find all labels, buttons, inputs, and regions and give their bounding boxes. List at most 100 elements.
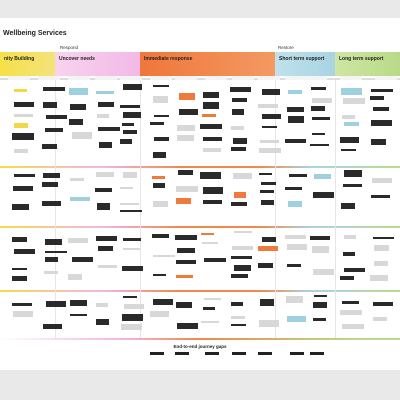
note-card (340, 275, 354, 281)
note-card (45, 250, 68, 254)
note-card (341, 149, 357, 152)
note-card (342, 114, 355, 119)
note-card (288, 89, 302, 94)
note-card (153, 115, 170, 118)
note-card (286, 106, 304, 112)
note-card (200, 232, 215, 235)
note-card (98, 126, 121, 132)
note-card (230, 202, 247, 207)
note-card (370, 275, 388, 282)
note-card (312, 97, 333, 103)
note-card (258, 103, 279, 108)
note-card (230, 316, 246, 319)
note-card (175, 185, 198, 193)
phase-header: Long term support (335, 52, 400, 76)
note-card (258, 172, 273, 176)
note-card (13, 88, 27, 93)
swimlane (0, 166, 400, 168)
note-card (123, 247, 141, 251)
note-card (313, 173, 332, 180)
note-card (96, 171, 115, 177)
note-card (13, 102, 35, 108)
stage-label: Restore (278, 45, 294, 50)
note-card (231, 109, 245, 115)
note-card (178, 170, 194, 175)
note-card (12, 204, 29, 211)
column-pill (375, 76, 397, 80)
note-card (311, 87, 326, 90)
swimlane (0, 226, 400, 228)
note-card (231, 255, 253, 259)
note-card (260, 190, 274, 193)
note-card (201, 320, 219, 324)
note-card (14, 249, 36, 254)
note-card (232, 172, 253, 180)
note-card (123, 304, 144, 310)
column-pill (258, 76, 280, 80)
note-card (200, 172, 222, 180)
note-card (178, 108, 198, 115)
note-card (203, 306, 216, 310)
footer-title: End-to-end journey gaps (173, 344, 227, 349)
note-card (95, 188, 112, 193)
column-pill (285, 76, 307, 80)
note-card (13, 174, 35, 177)
note-card (120, 186, 133, 190)
note-card (152, 200, 168, 208)
divider (140, 80, 141, 338)
phase-header: Uncover needs (55, 52, 140, 76)
column-pill (120, 76, 142, 80)
note-card (42, 144, 57, 149)
note-card (71, 256, 94, 262)
note-card (372, 236, 394, 240)
note-card (176, 125, 196, 132)
note-card (71, 131, 93, 139)
note-card (258, 246, 279, 252)
note-card (203, 199, 223, 205)
note-card (176, 197, 192, 204)
note-card (14, 149, 29, 154)
note-card (13, 311, 33, 317)
note-card (342, 300, 360, 305)
note-card (42, 200, 62, 207)
note-card (285, 187, 303, 190)
gap-card (175, 352, 189, 355)
note-card (150, 121, 164, 126)
note-card (260, 299, 275, 306)
note-card (97, 245, 113, 252)
note-card (12, 236, 27, 242)
note-card (202, 91, 220, 99)
note-card (373, 245, 390, 251)
note-card (122, 266, 143, 271)
note-card (312, 117, 331, 121)
note-card (286, 243, 308, 250)
column-pill (95, 76, 117, 80)
note-card (202, 137, 222, 141)
note-card (372, 178, 393, 183)
note-card (153, 85, 170, 88)
note-card (288, 174, 307, 177)
note-card (153, 254, 175, 257)
note-card (97, 101, 114, 108)
note-card (175, 234, 197, 241)
note-card (176, 323, 198, 330)
swimlane (0, 290, 400, 292)
note-card (96, 235, 117, 241)
note-card (176, 247, 196, 253)
note-card (120, 138, 133, 144)
note-card (45, 301, 66, 308)
note-card (311, 132, 325, 135)
note-card (45, 239, 62, 245)
note-card (120, 323, 142, 330)
note-card (371, 120, 393, 126)
note-card (285, 138, 306, 143)
gap-card (232, 352, 246, 355)
note-card (44, 271, 58, 274)
note-card (203, 147, 222, 152)
poster: Wellbeing Services Respond Restore nity … (0, 18, 400, 370)
note-card (12, 185, 33, 192)
column-pill (175, 76, 197, 80)
note-card (261, 200, 275, 206)
note-card (313, 268, 334, 275)
column-row (0, 78, 400, 80)
